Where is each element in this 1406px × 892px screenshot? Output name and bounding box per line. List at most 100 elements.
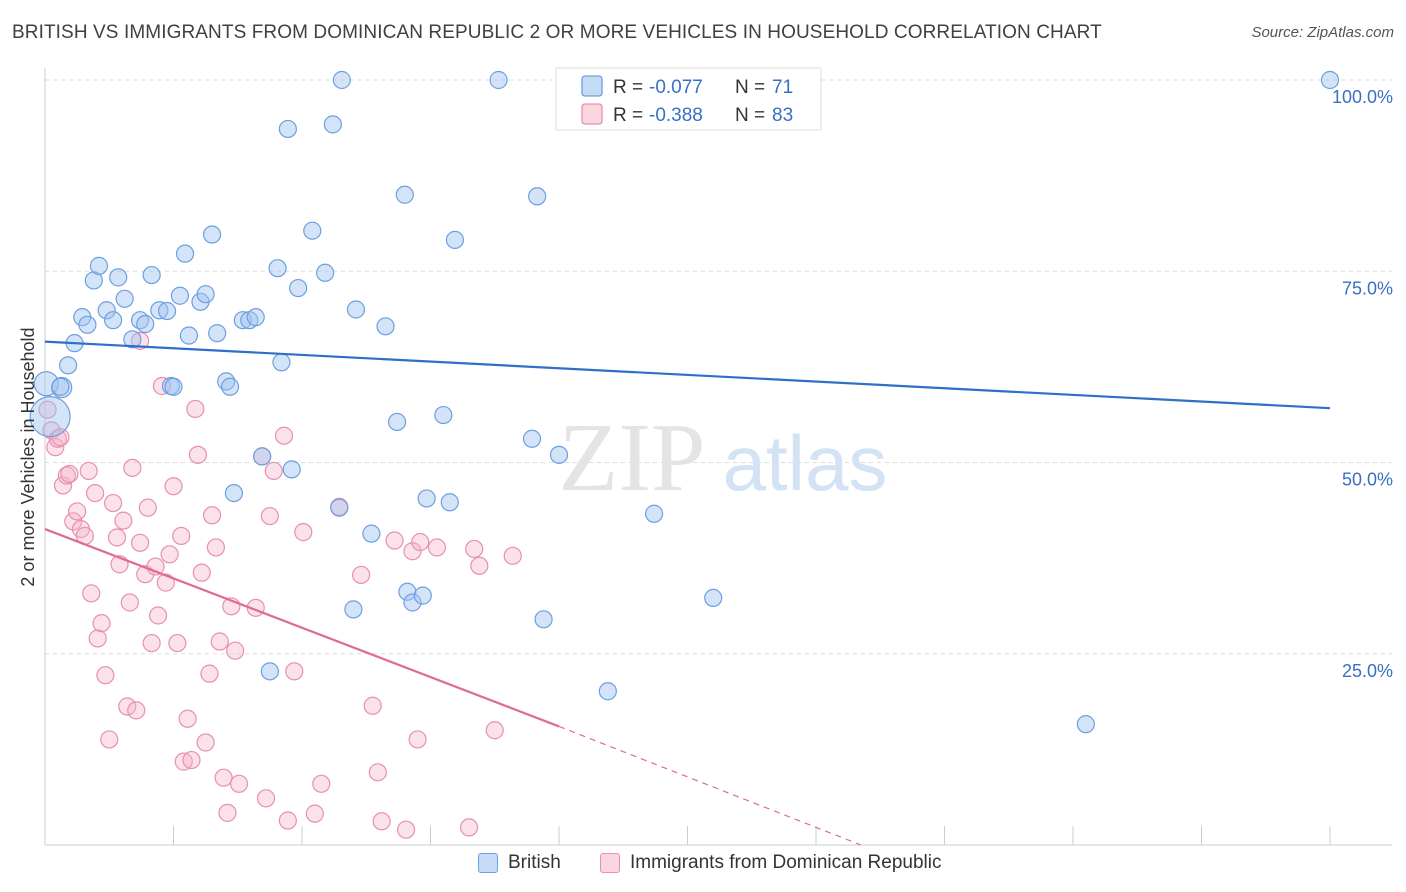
british-point bbox=[170, 286, 190, 305]
british-point bbox=[417, 489, 436, 508]
dominican-point bbox=[210, 632, 229, 651]
dominican-point bbox=[130, 533, 150, 552]
dominican-point bbox=[312, 774, 331, 793]
dominican-point bbox=[38, 400, 57, 419]
dominican-trend-extension bbox=[558, 725, 862, 846]
dominican-point bbox=[485, 721, 504, 740]
dominican-point bbox=[79, 461, 98, 481]
dominican-swatch bbox=[600, 853, 620, 873]
legend-item-british[interactable]: British bbox=[478, 852, 561, 874]
british-point bbox=[29, 396, 71, 438]
british-point bbox=[51, 377, 70, 396]
dominican-point bbox=[68, 502, 87, 521]
dominican-point bbox=[100, 730, 119, 749]
dominican-point bbox=[51, 428, 70, 447]
british-point bbox=[220, 377, 240, 396]
british-point bbox=[1320, 70, 1340, 90]
legend-n-value: 83 bbox=[772, 105, 793, 126]
dominican-point bbox=[411, 532, 430, 552]
y-tick-label: 100.0% bbox=[1332, 87, 1393, 107]
dominican-point bbox=[127, 701, 146, 720]
british-point bbox=[362, 524, 381, 543]
dominican-point bbox=[188, 445, 208, 464]
source-label: Source: ZipAtlas.com bbox=[1251, 24, 1394, 41]
british-point bbox=[246, 308, 265, 327]
british-point bbox=[196, 285, 215, 304]
british-point bbox=[104, 311, 123, 330]
dominican-point bbox=[459, 818, 479, 837]
british-point bbox=[528, 187, 547, 206]
dominican-point bbox=[260, 506, 279, 526]
british-swatch bbox=[478, 853, 498, 873]
dominican-point bbox=[156, 573, 175, 592]
dominican-point bbox=[363, 696, 382, 715]
legend-n-value: 71 bbox=[772, 77, 793, 98]
dominican-point bbox=[470, 556, 489, 575]
axis-layer: 25.0%50.0%75.0%100.0%0.0%100.0% bbox=[44, 68, 1393, 846]
dominican-point bbox=[214, 768, 233, 787]
british-point bbox=[179, 326, 199, 345]
british-point bbox=[440, 493, 459, 512]
dominican-point bbox=[142, 633, 161, 653]
british-point bbox=[136, 314, 155, 334]
dominican-point bbox=[368, 763, 387, 782]
british-point bbox=[278, 119, 297, 139]
dominican-point bbox=[352, 565, 371, 585]
british-point bbox=[272, 353, 291, 372]
watermark-zip: ZIP bbox=[559, 404, 706, 512]
british-point bbox=[164, 377, 183, 396]
dominican-point bbox=[202, 506, 222, 525]
british-point bbox=[268, 259, 287, 278]
grid-layer bbox=[45, 79, 1392, 655]
dominican-point bbox=[104, 493, 123, 513]
british-point bbox=[344, 600, 363, 619]
legend-r-value: -0.388 bbox=[649, 105, 703, 126]
british-point bbox=[253, 447, 272, 466]
dominican-point bbox=[88, 629, 107, 648]
legend-swatch bbox=[581, 75, 603, 97]
british-point bbox=[282, 460, 301, 479]
dominican-point bbox=[408, 730, 427, 749]
dominican-point bbox=[82, 584, 101, 603]
legend-swatch bbox=[581, 103, 603, 125]
british-point bbox=[644, 504, 664, 523]
british-point bbox=[598, 682, 617, 701]
dominican-point bbox=[218, 803, 237, 822]
dominican-point bbox=[385, 531, 404, 550]
british-point bbox=[395, 185, 414, 204]
british-trend-line bbox=[44, 340, 1331, 410]
dominican-point bbox=[196, 733, 215, 752]
british-point bbox=[534, 610, 553, 629]
dominican-point bbox=[264, 461, 283, 481]
dominican-point bbox=[200, 664, 219, 683]
dominican-point bbox=[186, 399, 205, 419]
dominican-point bbox=[174, 752, 193, 771]
dominican-point bbox=[465, 539, 484, 559]
trend-layer bbox=[44, 340, 1331, 846]
watermark-atlas: atlas bbox=[723, 419, 888, 507]
british-point bbox=[403, 593, 422, 612]
dominican-point bbox=[164, 477, 183, 496]
british-point bbox=[202, 225, 222, 244]
dominican-point bbox=[64, 512, 83, 531]
dominican-point bbox=[182, 750, 201, 770]
dominican-point bbox=[130, 331, 150, 350]
british-point bbox=[208, 324, 227, 343]
british-point bbox=[346, 300, 366, 319]
dominican-point bbox=[274, 426, 294, 445]
chart-title: BRITISH VS IMMIGRANTS FROM DOMINICAN REP… bbox=[12, 22, 1102, 43]
legend-r-value: -0.077 bbox=[649, 77, 703, 98]
british-point bbox=[387, 412, 407, 432]
dominican-point bbox=[206, 538, 226, 557]
british-point bbox=[115, 289, 134, 308]
british-point bbox=[175, 244, 195, 263]
legend-r-label: R = bbox=[613, 105, 643, 126]
dominican-point bbox=[168, 633, 187, 653]
british-point bbox=[323, 115, 342, 134]
legend-item-dominican[interactable]: Immigrants from Dominican Republic bbox=[600, 852, 942, 874]
british-points bbox=[29, 70, 1340, 734]
watermark: ZIP atlas bbox=[559, 404, 888, 512]
dominican-point bbox=[305, 804, 324, 823]
dominican-point bbox=[86, 484, 105, 503]
dominican-point bbox=[53, 476, 73, 495]
